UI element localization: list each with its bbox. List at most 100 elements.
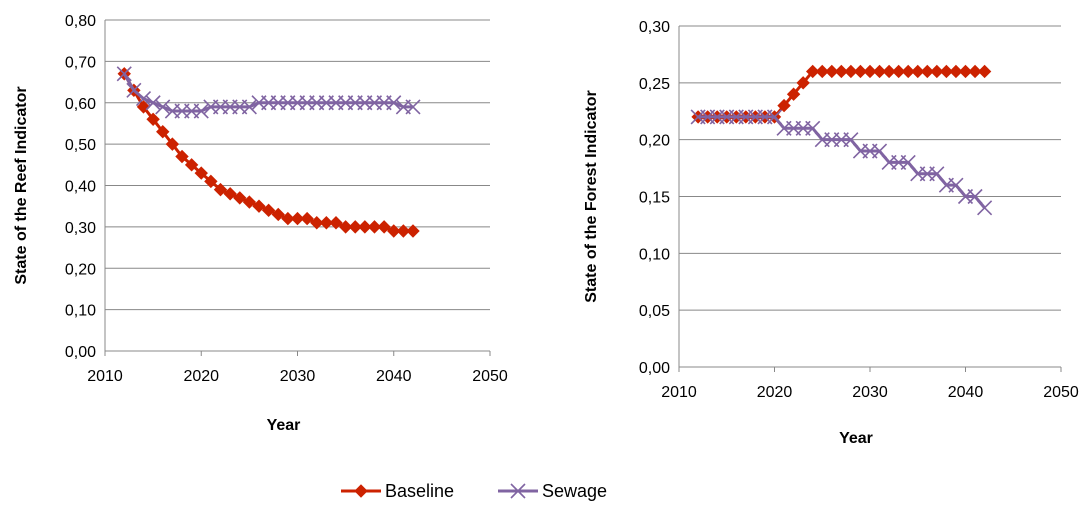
- data-point: [252, 199, 266, 213]
- data-point: [126, 82, 142, 98]
- data-point: [300, 211, 314, 226]
- data-point: [338, 220, 353, 234]
- data-point: [387, 224, 401, 238]
- data-point: [175, 149, 189, 164]
- data-point: [805, 64, 820, 79]
- data-point: [213, 182, 228, 197]
- data-point: [406, 224, 420, 238]
- data-point: [843, 132, 859, 148]
- y-tick-label: 0,80: [65, 13, 96, 30]
- reef-chart: 0,00 0,10 0,20 0,30 0,40 0,50 0,60 0,70 0,80 2010…: [13, 13, 508, 434]
- data-point: [241, 99, 257, 115]
- data-point: [358, 220, 372, 234]
- series-line: [698, 69, 985, 119]
- data-point: [135, 91, 152, 107]
- y-tick-label: 0,05: [639, 303, 670, 320]
- data-point: [901, 64, 915, 79]
- series-line: [698, 115, 986, 209]
- legend-item-baseline: Baseline: [341, 481, 454, 501]
- y-tick-label: 0,00: [65, 344, 96, 361]
- data-point: [233, 191, 247, 205]
- y-tick-label: 0,10: [639, 246, 670, 263]
- data-point: [271, 207, 285, 222]
- series-baseline: [117, 67, 420, 238]
- data-point: [900, 154, 916, 170]
- data-point: [310, 216, 324, 230]
- y-tick-label: 0,00: [639, 360, 670, 377]
- x-tick-label: 2030: [852, 384, 888, 401]
- data-point: [116, 66, 132, 82]
- data-point: [872, 64, 887, 79]
- x-tick-label: 2020: [757, 384, 793, 401]
- data-point: [967, 188, 983, 205]
- data-point: [863, 64, 877, 79]
- data-point: [911, 64, 925, 79]
- data-point: [261, 203, 276, 218]
- legend-marker: [354, 484, 368, 498]
- y-tick-label: 0,30: [65, 220, 96, 237]
- y-tick-label: 0,70: [65, 54, 96, 71]
- data-point: [891, 64, 906, 79]
- y-axis-title: State of the Reef Indicator: [13, 86, 30, 284]
- data-point: [290, 211, 305, 226]
- data-point: [396, 224, 411, 238]
- data-point: [367, 220, 382, 234]
- data-point: [242, 195, 257, 209]
- data-point: [825, 64, 839, 79]
- y-tick-label: 0,30: [639, 19, 670, 36]
- x-tick-label: 2040: [948, 384, 984, 401]
- legend: Baseline Sewage: [341, 481, 607, 501]
- data-point: [204, 174, 218, 189]
- y-tick-label: 0,40: [65, 179, 96, 196]
- data-point: [948, 177, 964, 193]
- data-point: [853, 64, 868, 79]
- legend-marker: [510, 483, 526, 499]
- data-point: [145, 95, 161, 111]
- data-point: [834, 64, 849, 79]
- data-point: [949, 64, 963, 79]
- y-tick-label: 0,15: [639, 190, 670, 207]
- data-point: [777, 98, 791, 113]
- data-point: [929, 166, 945, 182]
- data-point: [939, 64, 954, 79]
- data-point: [348, 220, 362, 234]
- y-tick-label: 0,60: [65, 96, 96, 113]
- legend-label: Sewage: [542, 481, 607, 501]
- data-point: [920, 64, 935, 79]
- data-point: [146, 112, 160, 127]
- data-point: [844, 64, 858, 79]
- data-point: [796, 76, 810, 90]
- x-tick-label: 2050: [1043, 384, 1079, 401]
- y-tick-label: 0,20: [65, 261, 96, 278]
- x-tick-label: 2030: [280, 368, 316, 385]
- data-point: [786, 87, 801, 101]
- y-tick-label: 0,20: [639, 133, 670, 150]
- data-point: [766, 109, 783, 125]
- x-tick-label: 2010: [87, 368, 123, 385]
- data-point: [156, 125, 170, 139]
- data-point: [386, 95, 402, 111]
- data-point: [968, 64, 982, 79]
- x-tick-label: 2050: [472, 368, 508, 385]
- data-point: [329, 216, 343, 230]
- data-point: [193, 103, 209, 119]
- data-point: [882, 64, 896, 79]
- x-axis-title: Year: [267, 417, 301, 434]
- y-tick-label: 0,10: [65, 303, 96, 320]
- x-tick-label: 2010: [661, 384, 697, 401]
- data-point: [405, 99, 421, 115]
- legend-label: Baseline: [385, 481, 454, 501]
- x-tick-label: 2040: [376, 368, 412, 385]
- x-axis-title: Year: [839, 430, 873, 447]
- series-sewage: [116, 66, 421, 119]
- data-point: [805, 120, 821, 136]
- data-point: [155, 99, 171, 115]
- data-point: [165, 137, 180, 151]
- data-point: [977, 64, 992, 79]
- data-point: [815, 64, 829, 79]
- data-point: [871, 143, 888, 159]
- data-point: [184, 158, 199, 172]
- data-point: [977, 200, 993, 216]
